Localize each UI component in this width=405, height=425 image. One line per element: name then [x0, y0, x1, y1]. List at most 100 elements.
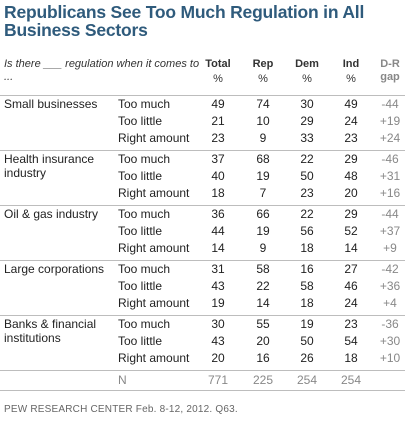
table-cell: 23 [344, 317, 358, 331]
table-cell: 58 [256, 262, 270, 276]
table-cell: 58 [300, 279, 314, 293]
sector-label: Banks & financial institutions [4, 317, 97, 345]
response-label: Too much [118, 262, 171, 276]
column-header: Rep% [241, 58, 285, 86]
table-cell: 43 [211, 279, 225, 293]
table-cell: 19 [211, 296, 225, 310]
response-label: Right amount [118, 186, 190, 200]
gap-value: -36 [381, 317, 399, 331]
column-header-label: D-R gap [380, 58, 400, 83]
gap-value: +9 [383, 241, 397, 255]
divider [0, 370, 405, 371]
response-label: Too much [118, 207, 171, 221]
gap-value: -42 [381, 262, 399, 276]
response-label: Too little [118, 334, 163, 348]
table-cell: 23 [344, 131, 358, 145]
response-label: Too little [118, 169, 163, 183]
table-cell: 29 [344, 207, 358, 221]
n-value: 225 [252, 373, 274, 387]
column-header-label: Rep [252, 58, 274, 70]
column-header-unit: % [302, 73, 312, 85]
divider [0, 260, 405, 261]
column-header-label: Total [205, 58, 231, 70]
column-header: Ind% [329, 58, 373, 86]
table-cell: 24 [344, 296, 358, 310]
response-label: Too little [118, 114, 163, 128]
response-label: Too much [118, 97, 171, 111]
column-header-unit: % [346, 73, 356, 85]
table-cell: 22 [256, 279, 270, 293]
response-label: Too much [118, 317, 171, 331]
sector-label: Oil & gas industry [4, 207, 99, 221]
table-cell: 44 [211, 224, 225, 238]
response-label: Right amount [118, 241, 190, 255]
column-header-unit: % [213, 73, 223, 85]
n-label: N [118, 373, 127, 387]
table-cell: 50 [300, 334, 314, 348]
divider [0, 390, 405, 391]
table-cell: 40 [211, 169, 225, 183]
column-header-label: Ind [342, 58, 360, 70]
response-label: Too much [118, 152, 171, 166]
gap-value: -44 [381, 97, 399, 111]
table-cell: 27 [344, 262, 358, 276]
table-cell: 30 [211, 317, 225, 331]
table-cell: 49 [211, 97, 225, 111]
table-cell: 21 [211, 114, 225, 128]
table-cell: 36 [211, 207, 225, 221]
table-cell: 55 [256, 317, 270, 331]
divider [0, 205, 405, 206]
n-value: 254 [340, 373, 362, 387]
response-label: Too little [118, 224, 163, 238]
table-cell: 14 [344, 241, 358, 255]
column-header-label: Dem [295, 58, 319, 70]
table-cell: 19 [300, 317, 314, 331]
table-cell: 24 [344, 114, 358, 128]
sector-label: Health insurance industry [4, 152, 95, 180]
table-cell: 37 [211, 152, 225, 166]
gap-value: -44 [381, 207, 399, 221]
table-cell: 16 [256, 351, 270, 365]
table-cell: 29 [344, 152, 358, 166]
table-cell: 19 [256, 224, 270, 238]
table-cell: 14 [256, 296, 270, 310]
sector-label: Small businesses [4, 97, 98, 111]
table-cell: 56 [300, 224, 314, 238]
response-label: Right amount [118, 296, 190, 310]
table-cell: 33 [300, 131, 314, 145]
gap-value: +10 [379, 351, 401, 365]
response-label: Right amount [118, 351, 190, 365]
table-cell: 48 [344, 169, 358, 183]
table-cell: 20 [256, 334, 270, 348]
table-cell: 50 [300, 169, 314, 183]
gap-value: +24 [379, 131, 401, 145]
table-cell: 18 [300, 241, 314, 255]
column-header: Dem% [285, 58, 329, 86]
gap-value: +31 [379, 169, 401, 183]
table-cell: 54 [344, 334, 358, 348]
gap-value: +19 [379, 114, 401, 128]
table-cell: 22 [300, 152, 314, 166]
table-cell: 23 [211, 131, 225, 145]
table-cell: 18 [344, 351, 358, 365]
question-text: Is there ___ regulation when it comes to… [4, 58, 200, 83]
table-cell: 46 [344, 279, 358, 293]
gap-value: +37 [379, 224, 401, 238]
table-cell: 9 [259, 131, 267, 145]
chart-title: Republicans See Too Much Regulation in A… [4, 2, 365, 40]
table-cell: 74 [256, 97, 270, 111]
column-header-unit: % [258, 73, 268, 85]
table-cell: 66 [256, 207, 270, 221]
divider [0, 95, 405, 96]
table-cell: 18 [211, 186, 225, 200]
table-cell: 26 [300, 351, 314, 365]
table-cell: 9 [259, 241, 267, 255]
table-cell: 43 [211, 334, 225, 348]
gap-value: +16 [379, 186, 401, 200]
table-cell: 30 [300, 97, 314, 111]
table-cell: 16 [300, 262, 314, 276]
response-label: Right amount [118, 131, 190, 145]
table-cell: 20 [344, 186, 358, 200]
table-cell: 52 [344, 224, 358, 238]
table-cell: 7 [259, 186, 267, 200]
